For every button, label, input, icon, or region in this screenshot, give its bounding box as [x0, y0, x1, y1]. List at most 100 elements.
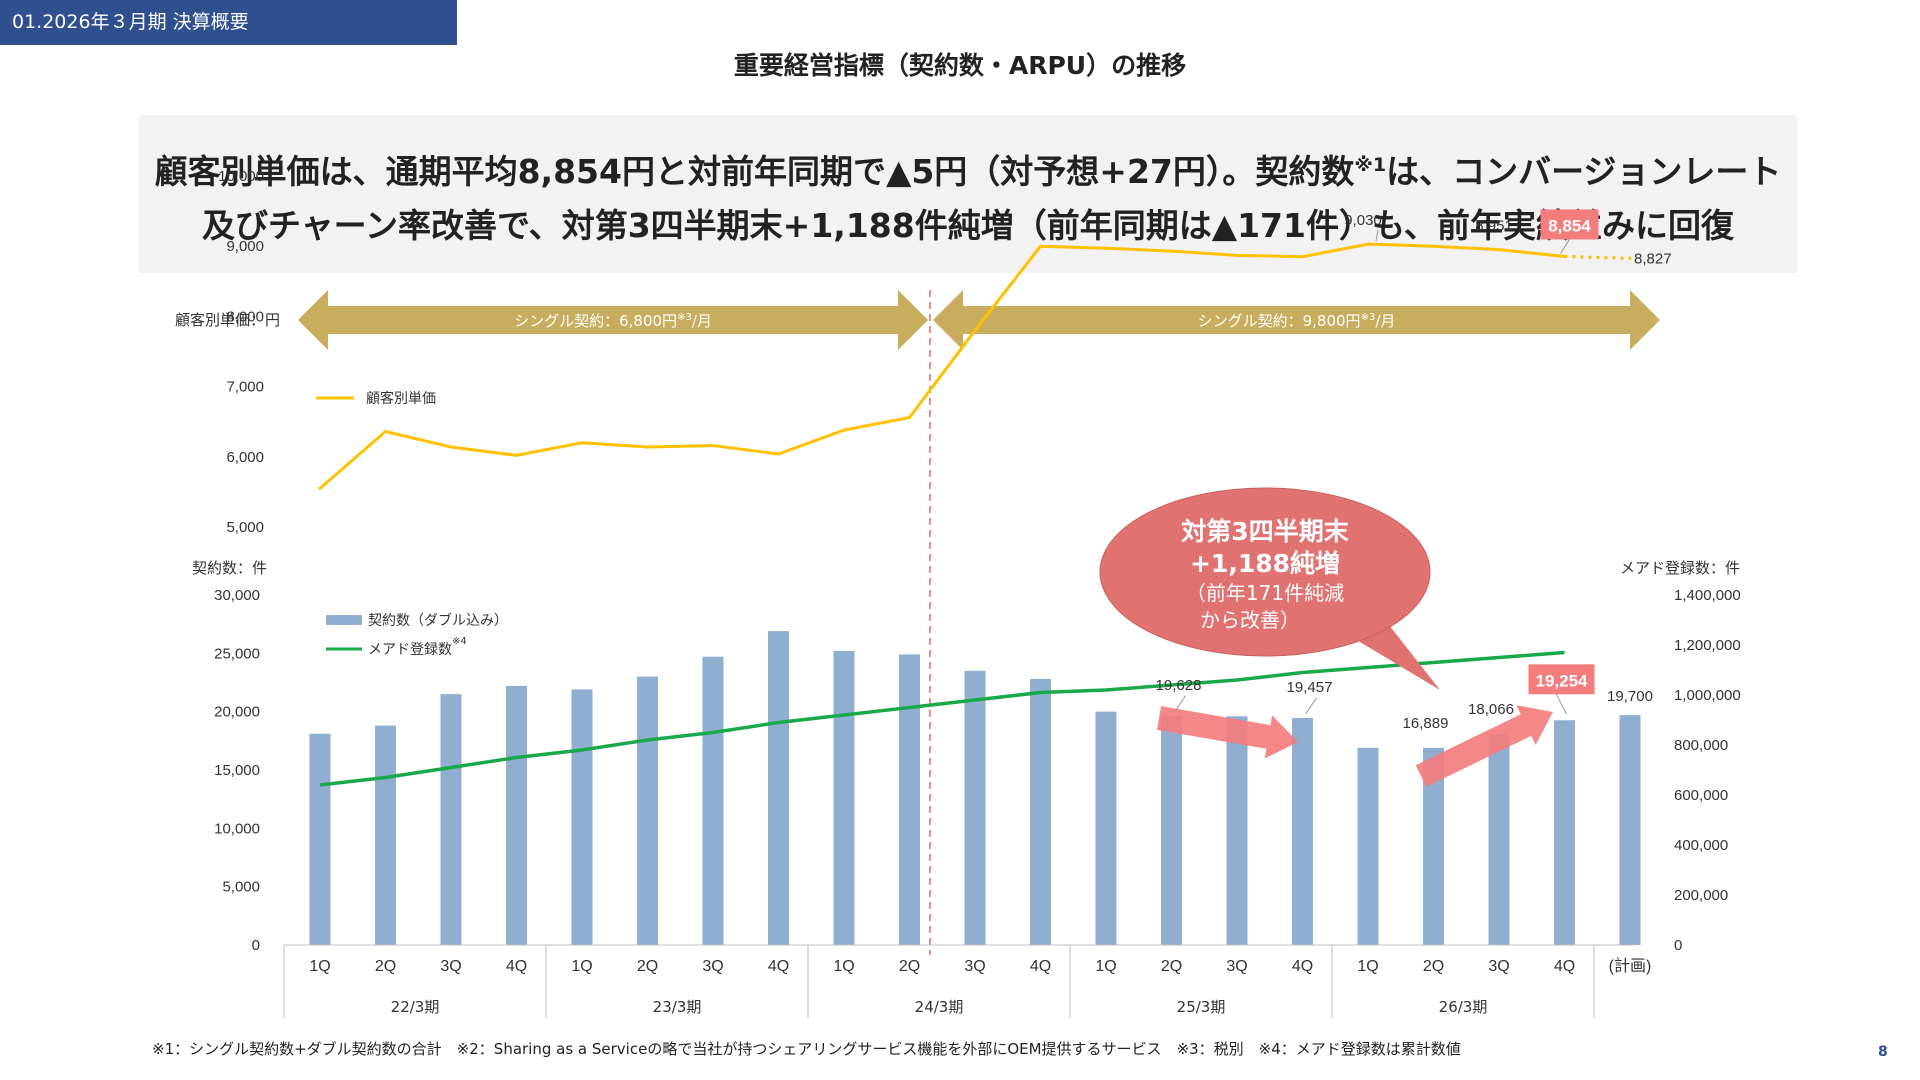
x-tick-label: 1Q [309, 958, 330, 975]
arpu-label-leader [1375, 230, 1379, 242]
arpu-y-tick: 10,000 [218, 168, 264, 185]
contracts-y-tick: 0 [252, 937, 260, 954]
members-y-tick: 0 [1674, 937, 1682, 954]
arpu-point [1628, 256, 1632, 260]
contracts-bar [1161, 715, 1182, 945]
arpu-point [1104, 246, 1108, 250]
x-tick-label: (計画) [1609, 957, 1652, 975]
decline-arrow [1156, 706, 1298, 759]
arpu-point [449, 445, 453, 449]
x-tick-label: 1Q [1357, 958, 1378, 975]
banner-single-6800-arrow [298, 290, 928, 350]
arpu-point [973, 328, 977, 332]
contracts-bar [637, 676, 658, 945]
callout-line-4: から改善） [1200, 608, 1300, 632]
contracts-bar [440, 694, 462, 945]
contracts-y-tick: 15,000 [214, 762, 260, 779]
arpu-point [1170, 249, 1173, 253]
arpu-point [1301, 255, 1304, 259]
arpu-point [384, 430, 387, 434]
arpu-point [318, 486, 322, 490]
page-title: 重要経営指標（契約数・ARPU）の推移 [733, 51, 1187, 80]
arpu-data-label: 8,827 [1634, 250, 1672, 267]
x-tick-label: 4Q [768, 958, 789, 975]
arpu-point [580, 441, 584, 445]
contracts-label-leader [1305, 697, 1317, 715]
x-group-label: 26/3期 [1439, 998, 1488, 1016]
arpu-point [646, 445, 649, 449]
contracts-bar [768, 631, 789, 945]
contracts-bar [1095, 711, 1117, 945]
contracts-bar [1619, 715, 1641, 945]
contracts-bar [833, 650, 855, 945]
arpu-point [842, 428, 846, 432]
arpu-data-label: 8,854 [1548, 216, 1591, 235]
contracts-y-tick: 25,000 [214, 645, 260, 662]
contracts-label-leader [1556, 694, 1567, 715]
x-group-label: 23/3期 [653, 998, 702, 1016]
contracts-data-label: 19,457 [1287, 679, 1333, 696]
callout-line-1: 対第3四半期末 [1181, 517, 1348, 546]
arpu-point [1366, 242, 1370, 246]
x-tick-label: 4Q [1030, 958, 1051, 975]
arpu-line [319, 242, 1565, 490]
contracts-highlight-box [1528, 664, 1595, 695]
members-axis-title: メアド登録数：件 [1620, 559, 1740, 577]
recovery-arrow [1415, 705, 1553, 787]
contracts-y-tick: 30,000 [214, 587, 260, 604]
contracts-legend-swatch [326, 615, 362, 625]
arpu-point [711, 444, 715, 448]
arpu-point [1497, 248, 1501, 252]
x-tick-label: 3Q [964, 958, 985, 975]
contracts-bar [375, 725, 396, 945]
contracts-legend-label: 契約数（ダブル込み） [368, 612, 508, 629]
contracts-bar [309, 733, 331, 945]
x-group-label: 24/3期 [915, 998, 964, 1016]
x-tick-label: 3Q [1226, 958, 1247, 975]
callout-bubble [1099, 487, 1431, 657]
contracts-axis-title: 契約数：件 [192, 559, 267, 577]
footnote: ※1：シングル契約数+ダブル契約数の合計 ※2：Sharing as a Ser… [152, 1040, 1461, 1058]
arpu-y-tick: 9,000 [226, 238, 264, 255]
banner-single-6800-label: シングル契約：6,800円※3/月 [514, 312, 712, 330]
members-y-tick: 800,000 [1674, 737, 1728, 754]
arpu-point [1432, 244, 1435, 248]
x-tick-label: 1Q [833, 958, 854, 975]
arpu-legend-label: 顧客別単価 [366, 390, 436, 407]
arpu-point [1039, 244, 1042, 248]
x-tick-label: 4Q [506, 958, 527, 975]
x-tick-label: 2Q [1423, 958, 1444, 975]
arpu-point [1235, 253, 1239, 257]
headline-line-1b: は、コンバージョンレート [1386, 152, 1782, 191]
arpu-axis-title: 顧客別単価：円 [175, 311, 280, 329]
x-tick-label: 3Q [1488, 958, 1509, 975]
page-number: 8 [1878, 1044, 1888, 1060]
contracts-y-tick: 20,000 [214, 704, 260, 721]
members-legend-label: メアド登録数※4 [368, 636, 467, 658]
arpu-label-leader [1560, 239, 1570, 254]
arpu-data-label: 9,030 [1344, 212, 1382, 229]
x-tick-label: 1Q [571, 958, 592, 975]
contracts-data-label: 16,889 [1403, 715, 1449, 732]
x-group-label: 22/3期 [391, 998, 440, 1016]
headline-line-1a: 顧客別単価は、通期平均8,854円と対前年同期で▲5円（対予想+27円）。契約数 [154, 152, 1355, 191]
contracts-data-label: 19,628 [1156, 677, 1202, 694]
headline-line-1: 顧客別単価は、通期平均8,854円と対前年同期で▲5円（対予想+27円）。契約数… [139, 138, 1797, 199]
contracts-bar [1292, 717, 1313, 945]
contracts-bar [1030, 678, 1051, 945]
banner-single-9800-arrow [933, 290, 1660, 350]
members-y-tick: 1,400,000 [1674, 587, 1741, 604]
arpu-data-label: 8,951 [1475, 218, 1513, 235]
x-tick-label: 3Q [702, 958, 723, 975]
contracts-data-label: 18,066 [1468, 701, 1514, 718]
headline-footnote-mark: ※1 [1354, 154, 1387, 176]
section-tag: 01.2026年３月期 決算概要 [0, 0, 457, 45]
contracts-bar [1488, 734, 1510, 945]
arpu-point [1563, 254, 1566, 258]
members-y-tick: 600,000 [1674, 787, 1728, 804]
contracts-bar [506, 685, 527, 945]
arpu-highlight-box [1540, 209, 1599, 240]
x-tick-label: 4Q [1292, 958, 1313, 975]
arpu-forecast-line [1564, 254, 1631, 260]
